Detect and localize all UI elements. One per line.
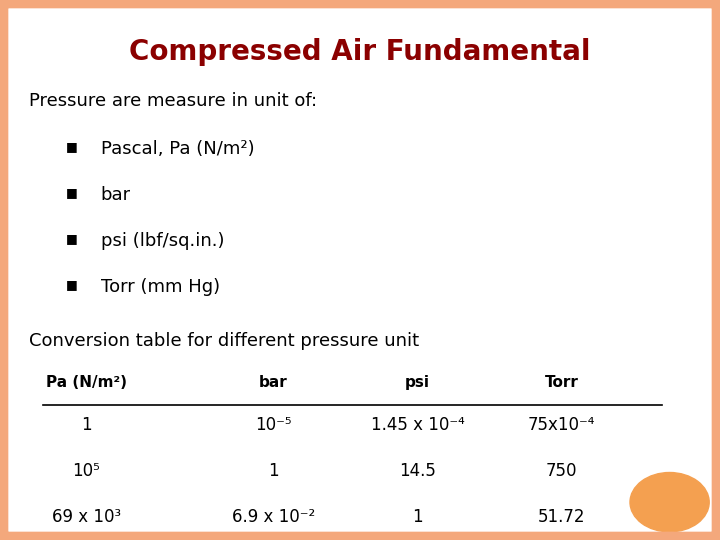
Text: 1: 1 [413,508,423,525]
Text: Pressure are measure in unit of:: Pressure are measure in unit of: [29,92,317,110]
Text: 75x10⁻⁴: 75x10⁻⁴ [528,416,595,434]
Text: ■: ■ [66,232,78,245]
Text: bar: bar [259,375,288,390]
Text: 10⁻⁵: 10⁻⁵ [256,416,292,434]
Text: 14.5: 14.5 [399,462,436,480]
Text: bar: bar [101,186,131,204]
Text: Conversion table for different pressure unit: Conversion table for different pressure … [29,332,419,350]
Text: 69 x 10³: 69 x 10³ [52,508,121,525]
Text: Torr (mm Hg): Torr (mm Hg) [101,278,220,296]
Text: ■: ■ [66,186,78,199]
Text: 750: 750 [546,462,577,480]
Text: 1.45 x 10⁻⁴: 1.45 x 10⁻⁴ [371,416,464,434]
Text: Torr: Torr [544,375,579,390]
Text: 6.9 x 10⁻²: 6.9 x 10⁻² [232,508,315,525]
Text: psi: psi [405,375,430,390]
Text: 51.72: 51.72 [538,508,585,525]
Text: Compressed Air Fundamental: Compressed Air Fundamental [130,38,590,66]
Text: ■: ■ [66,140,78,153]
Text: psi (lbf/sq.in.): psi (lbf/sq.in.) [101,232,225,250]
Text: 1: 1 [81,416,91,434]
Text: Pa (N/m²): Pa (N/m²) [46,375,127,390]
Text: ■: ■ [66,278,78,291]
Text: Pascal, Pa (N/m²): Pascal, Pa (N/m²) [101,140,254,158]
Text: 1: 1 [269,462,279,480]
Text: 10⁵: 10⁵ [73,462,100,480]
